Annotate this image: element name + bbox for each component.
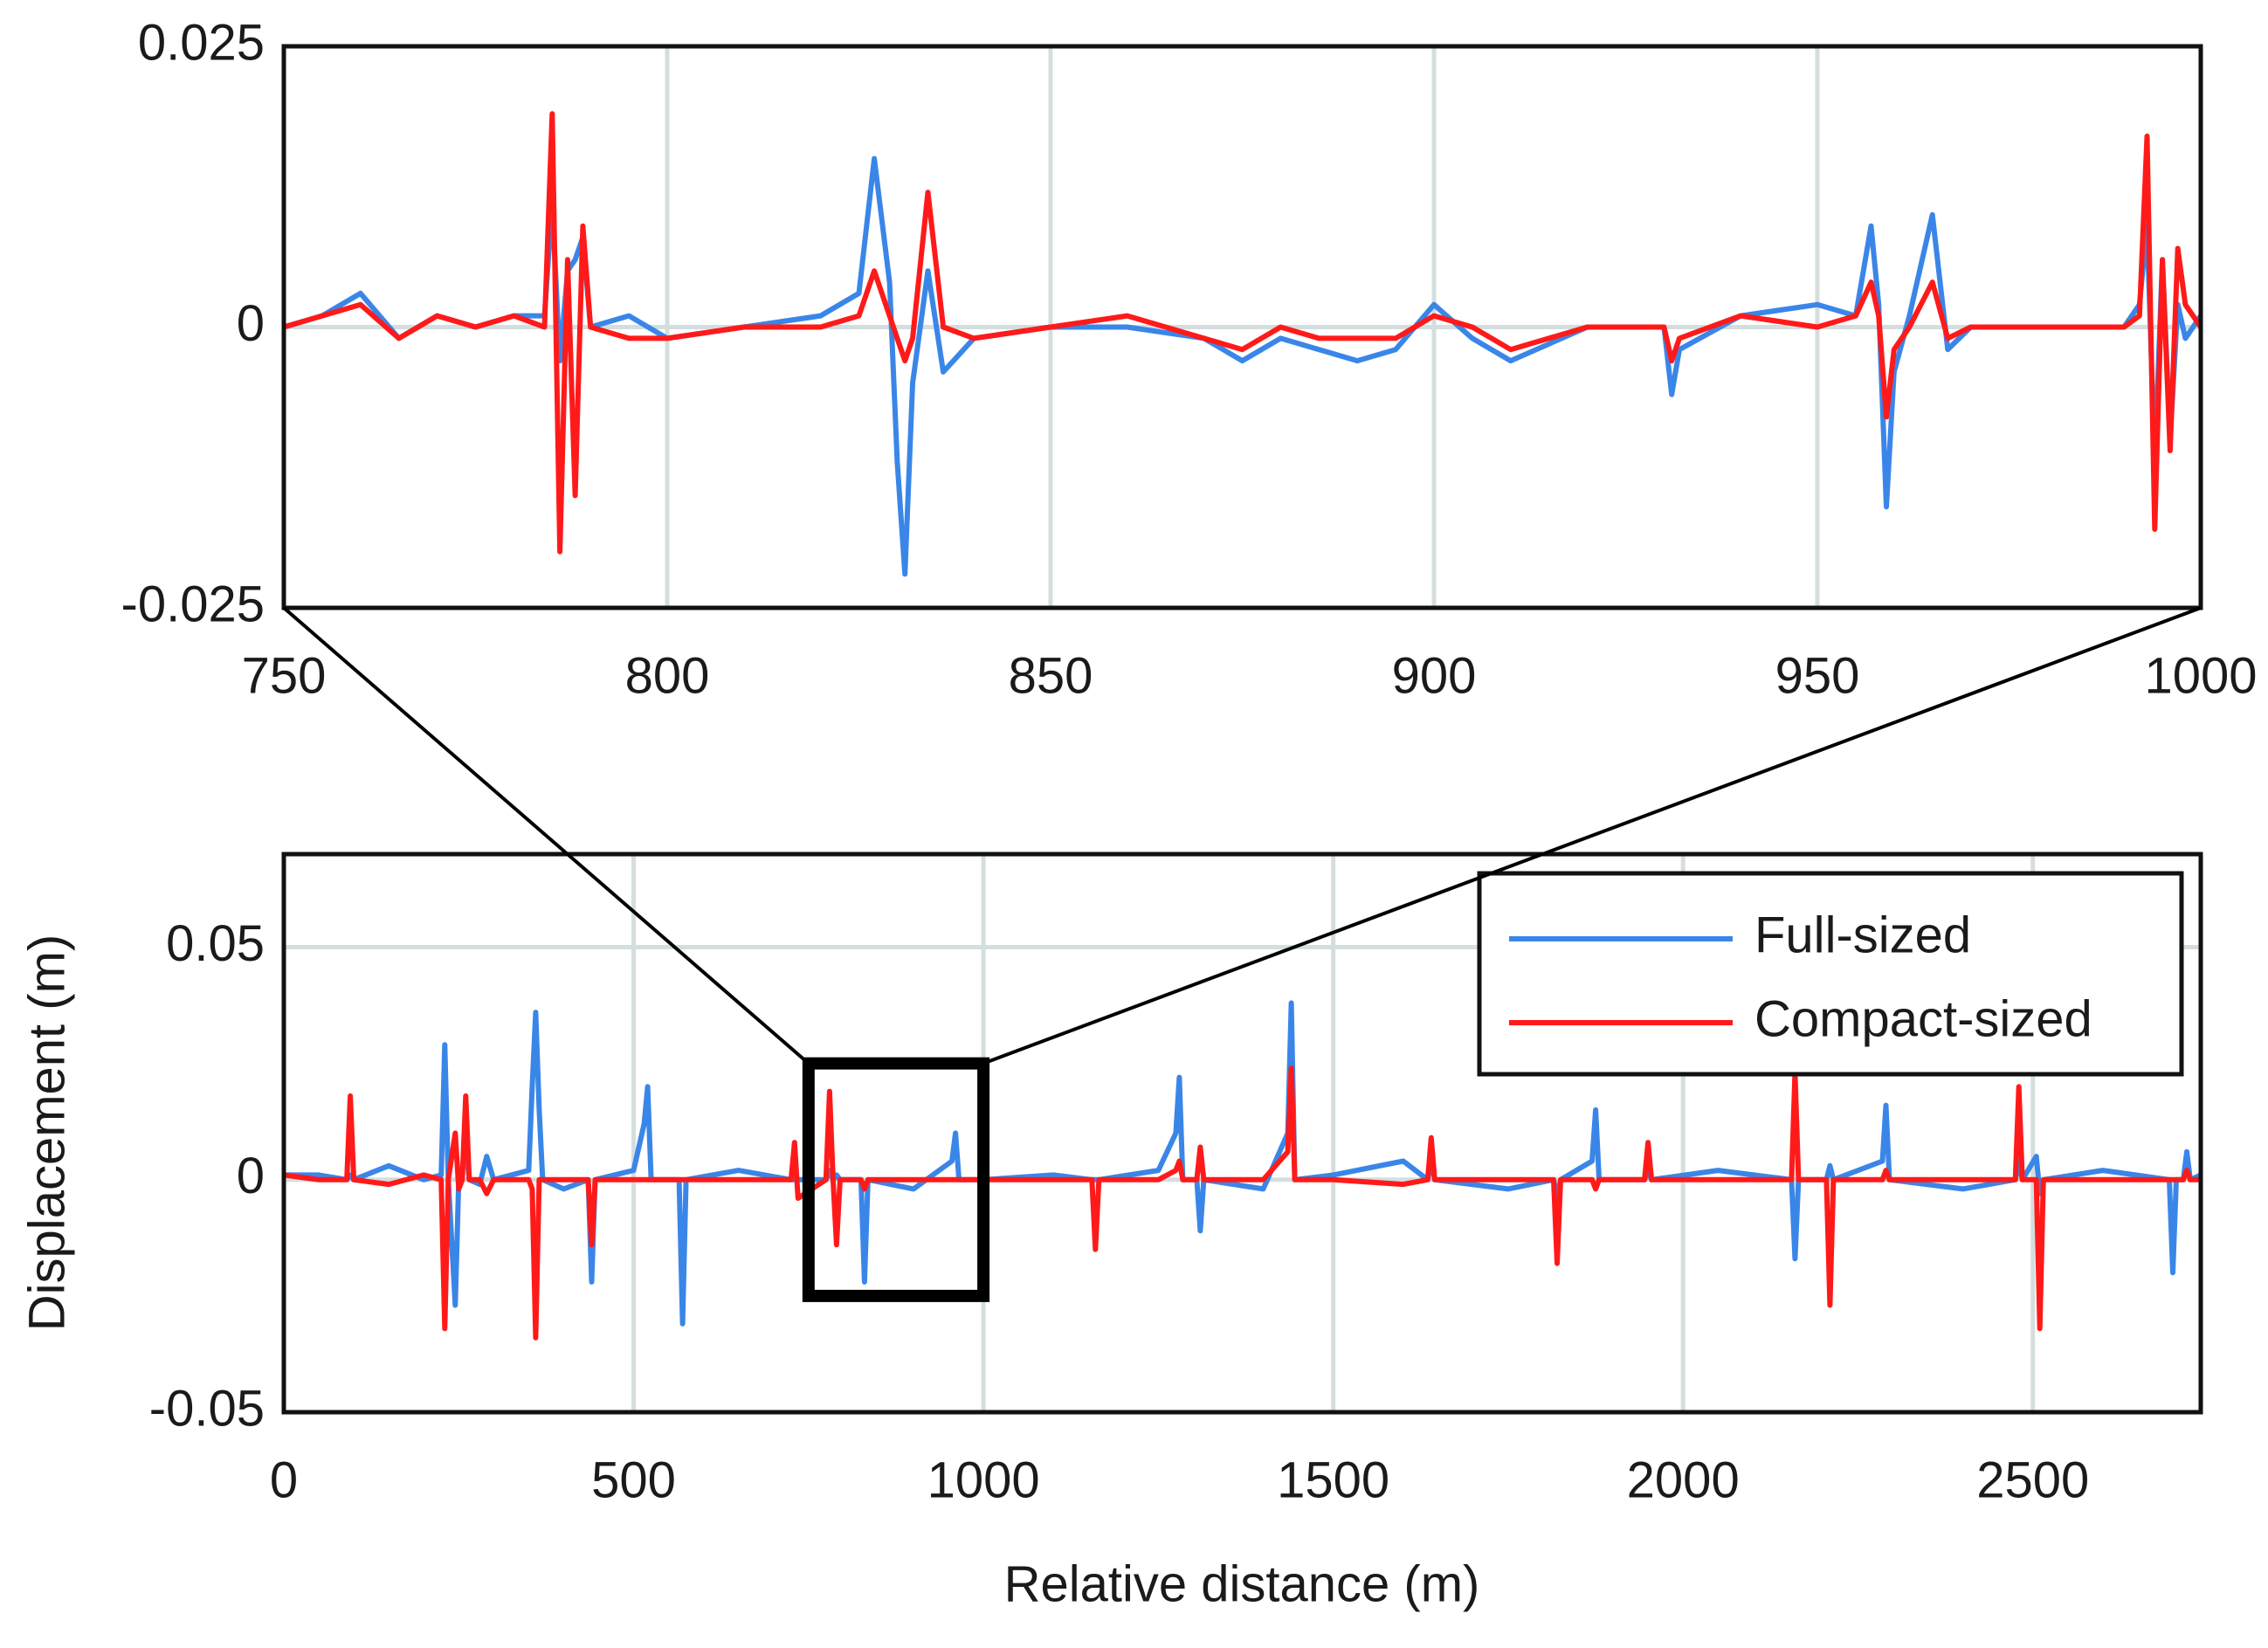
y-tick-label: -0.025 (121, 576, 265, 632)
x-tick-label: 1000 (927, 1451, 1040, 1508)
x-tick-label: 500 (591, 1451, 676, 1508)
plot-frame (281, 852, 2203, 1415)
y-tick-label: 0 (237, 295, 265, 352)
x-tick-label: 1500 (1277, 1451, 1389, 1508)
legend-box (1477, 871, 2184, 1077)
plot-frame (281, 44, 2203, 610)
series-line (283, 1065, 2201, 1341)
y-tick-label: -0.05 (149, 1380, 265, 1437)
x-tick-label: 850 (1009, 647, 1093, 704)
y-tick-label: 0 (237, 1148, 265, 1204)
zoom-connector (282, 606, 810, 1065)
y-tick-label: 0.05 (166, 915, 265, 972)
x-axis-label: Relative distance (m) (1004, 1555, 1480, 1612)
legend-label: Full-sized (1754, 907, 1971, 963)
x-tick-label: 0 (270, 1451, 298, 1508)
zoom-box (802, 1057, 990, 1302)
x-tick-label: 1000 (2144, 647, 2257, 704)
x-tick-label: 2500 (1976, 1451, 2089, 1508)
x-tick-label: 750 (242, 647, 327, 704)
y-axis-label: Displacement (m) (18, 934, 75, 1331)
x-tick-label: 900 (1392, 647, 1477, 704)
x-tick-label: 800 (625, 647, 710, 704)
y-tick-label: 0.025 (138, 14, 265, 71)
legend-label: Compact-sized (1754, 990, 2092, 1047)
x-tick-label: 950 (1775, 647, 1860, 704)
x-tick-label: 2000 (1627, 1451, 1740, 1508)
series-line (283, 111, 2203, 555)
zoom-connector (982, 606, 2202, 1065)
